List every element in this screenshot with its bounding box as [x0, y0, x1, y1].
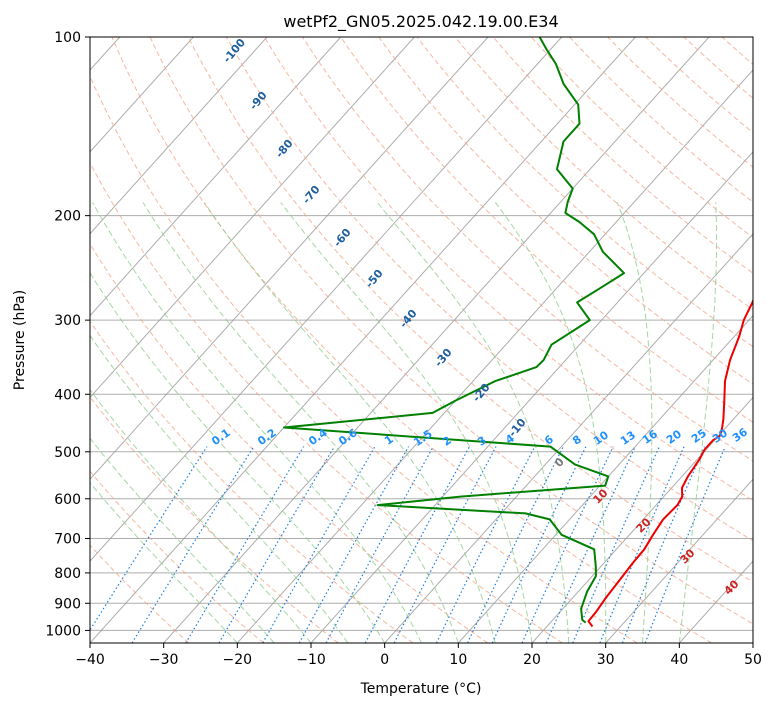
dry-adiabat — [149, 37, 753, 625]
dry-adiabat — [90, 320, 414, 643]
mixing-ratio-line — [435, 446, 536, 643]
x-axis-label: Temperature (°C) — [360, 681, 482, 697]
isotherm-gridline — [384, 232, 753, 643]
mixing-ratio-line — [298, 446, 410, 643]
temperature-line — [587, 298, 753, 628]
isotherm-gridline — [457, 314, 753, 643]
y-tick-label: 300 — [54, 313, 81, 329]
x-tick-label: −30 — [149, 652, 179, 668]
x-tick-label: 10 — [449, 652, 467, 668]
isotherm-gridline — [163, 37, 710, 643]
moist-adiabat — [90, 437, 275, 643]
dry-adiabat — [90, 161, 563, 643]
dry-adiabat — [90, 243, 488, 643]
isotherm-gridline — [90, 37, 268, 235]
isotherm-gridline — [90, 37, 194, 153]
isotherm-gridline — [90, 37, 636, 643]
mixing-ratio-line — [90, 446, 208, 632]
moist-adiabat — [280, 202, 533, 643]
data-series — [283, 37, 753, 628]
isotherm-gridline — [236, 69, 753, 643]
dry-adiabat — [454, 37, 753, 311]
moist-adiabat — [90, 271, 386, 643]
moist-adiabat — [616, 202, 653, 643]
x-tick-label: 40 — [670, 652, 688, 668]
y-tick-label: 400 — [54, 387, 81, 403]
moist-adiabat — [90, 482, 238, 643]
moist-adiabat — [142, 202, 459, 643]
mixing-ratio-line — [599, 446, 685, 643]
isotherm-gridline — [605, 478, 753, 643]
moist-adiabat — [376, 202, 570, 643]
dry-adiabat — [90, 75, 638, 643]
moist-adiabat — [90, 388, 312, 643]
y-tick-label: 700 — [54, 532, 81, 548]
dewpoint-line — [283, 37, 625, 624]
mixing-ratio-line — [572, 446, 660, 643]
x-tick-label: 50 — [744, 652, 762, 668]
y-tick-label: 100 — [54, 30, 81, 46]
x-tick-label: −10 — [296, 652, 326, 668]
chart-title: wetPf2_GN05.2025.042.19.00.E34 — [283, 12, 558, 32]
plot-frame — [89, 36, 754, 644]
y-tick-label: 500 — [54, 445, 81, 461]
isotherm-gridline — [531, 396, 753, 643]
axes: −40 −30 −20 −10 0 10 20 30 40 50 100 200 300 400 500 60… — [45, 30, 762, 668]
y-tick-label: 600 — [54, 492, 81, 508]
dry-adiabat — [225, 37, 753, 542]
moist-adiabat — [90, 334, 349, 643]
y-tick-label: 900 — [54, 596, 81, 612]
moist-adiabat — [92, 202, 422, 643]
y-axis-label: Pressure (hPa) — [12, 290, 28, 390]
dry-adiabat — [90, 470, 264, 643]
mixing-ratio-line — [131, 446, 255, 643]
mixing-ratio-line — [185, 446, 305, 643]
y-tick-label: 200 — [54, 209, 81, 225]
moist-adiabat — [494, 202, 607, 643]
isotherm-gridline — [90, 37, 342, 317]
isotherm-gridline — [90, 37, 489, 481]
x-tick-label: 0 — [380, 652, 389, 668]
mixing-ratio-line — [218, 446, 335, 643]
y-tick-label: 800 — [54, 566, 81, 582]
dry-adiabat — [378, 37, 753, 385]
dry-adiabat — [263, 37, 753, 502]
dry-adiabat — [340, 37, 753, 423]
mixing-ratio-line — [491, 446, 587, 643]
moist-adiabat — [678, 202, 717, 643]
x-tick-label: 30 — [597, 652, 615, 668]
x-tick-label: −40 — [75, 652, 105, 668]
mixing-ratio-line — [325, 446, 434, 643]
x-tick-label: −20 — [223, 652, 253, 668]
x-tick-label: 20 — [523, 652, 541, 668]
moist-adiabat — [203, 202, 496, 643]
y-tick-label: 1000 — [45, 623, 81, 639]
dry-adiabat — [111, 37, 712, 643]
isotherm-gridline — [90, 37, 563, 562]
isotherm-gridline — [90, 37, 415, 399]
dry-adiabat — [187, 37, 753, 583]
